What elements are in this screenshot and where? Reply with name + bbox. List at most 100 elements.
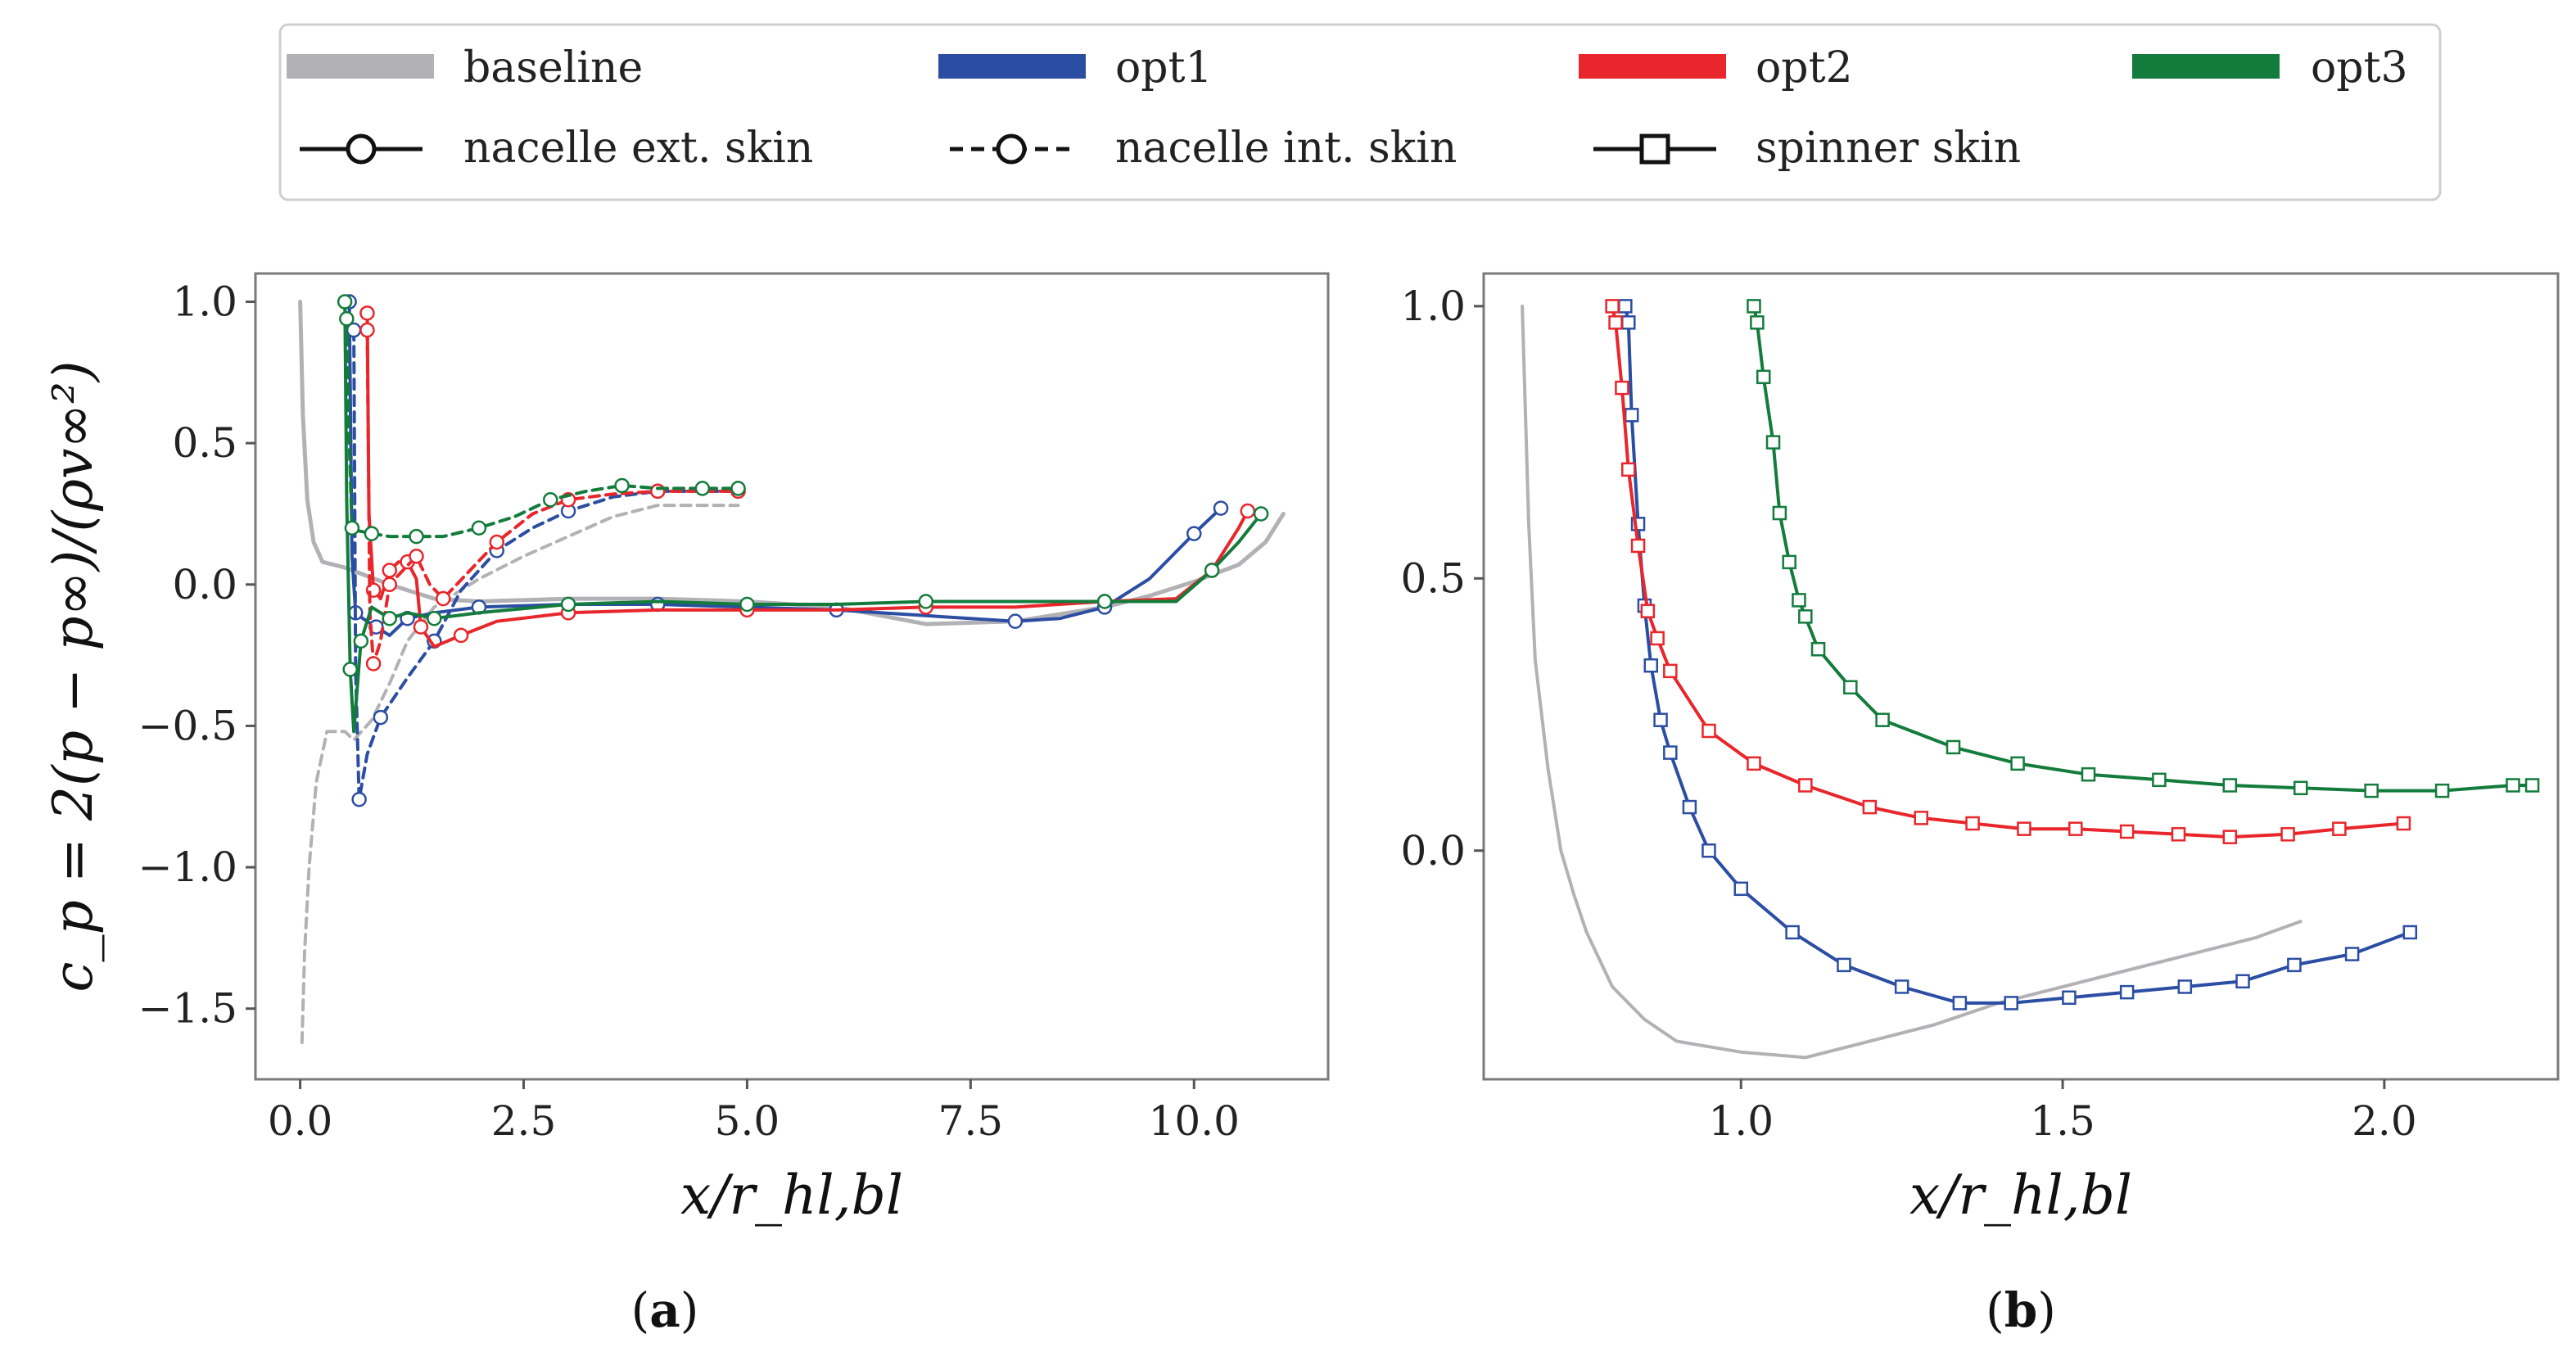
data-point xyxy=(1946,739,1961,755)
panel-a-ylabel: c_p = 2(p − p∞)/(ρv∞²) xyxy=(42,361,105,992)
data-point xyxy=(2177,979,2193,994)
data-point xyxy=(2010,756,2025,771)
data-point xyxy=(2081,766,2096,782)
y-tick-label: −1.0 xyxy=(138,843,237,891)
series-line-a-5 xyxy=(365,328,740,666)
data-point xyxy=(453,627,469,644)
data-point xyxy=(382,610,397,626)
legend-label-opt2: opt2 xyxy=(1756,43,1853,93)
data-point xyxy=(1621,315,1636,330)
data-point xyxy=(1792,593,1806,608)
data-point xyxy=(1186,526,1202,541)
data-point xyxy=(1952,996,1968,1011)
legend-label-baseline: baseline xyxy=(463,43,643,93)
y-tick-label: −0.5 xyxy=(138,702,237,749)
data-point xyxy=(1914,811,1928,825)
data-point xyxy=(1843,680,1858,695)
y-tick-label: 1.0 xyxy=(172,278,237,326)
x-tick-label: 0.0 xyxy=(268,1097,333,1145)
data-point xyxy=(1605,299,1620,314)
data-point xyxy=(1653,712,1668,727)
data-point xyxy=(694,481,711,496)
series-line-b-0 xyxy=(1521,304,2303,1060)
data-point xyxy=(1621,462,1636,477)
data-point xyxy=(1747,299,1761,314)
data-point xyxy=(1618,299,1633,314)
data-point xyxy=(436,590,451,607)
legend-label-opt3: opt3 xyxy=(2311,43,2408,93)
data-point xyxy=(344,520,360,536)
legend-swatch-baseline xyxy=(287,54,434,79)
data-point xyxy=(2364,783,2379,798)
panel-a-xlabel: x/r_hl,bl xyxy=(680,1164,903,1227)
data-point xyxy=(1608,315,1623,330)
data-point xyxy=(382,563,397,578)
legend: baseline opt1 opt2 opt3 nacelle ext. ski… xyxy=(278,23,2442,201)
data-point xyxy=(2524,778,2540,793)
data-point xyxy=(2222,778,2238,793)
data-point xyxy=(1875,712,1890,727)
x-tick-label: 1.5 xyxy=(2030,1097,2095,1145)
data-point xyxy=(409,549,424,564)
legend-frame xyxy=(278,23,2442,201)
data-point xyxy=(1213,500,1229,516)
data-point xyxy=(1785,925,1800,940)
data-point xyxy=(1663,663,1678,679)
data-point xyxy=(2287,957,2302,973)
data-point xyxy=(359,305,375,321)
series-line-a-2 xyxy=(347,300,1222,637)
y-tick-label: 0.5 xyxy=(172,419,237,467)
data-point xyxy=(1965,816,1980,831)
data-point xyxy=(1007,613,1024,629)
data-point xyxy=(1733,881,1749,897)
y-tick-label: 0.5 xyxy=(1400,554,1466,602)
data-point xyxy=(2068,821,2083,836)
data-point xyxy=(1253,506,1269,522)
y-tick-label: −1.5 xyxy=(138,985,237,1033)
data-point xyxy=(543,491,558,508)
data-point xyxy=(339,310,355,327)
legend-label-int-skin: nacelle int. skin xyxy=(1115,124,1457,173)
panel-a-series xyxy=(298,294,1286,1045)
data-point xyxy=(2293,780,2308,796)
data-point xyxy=(427,610,442,626)
x-tick-label: 5.0 xyxy=(715,1097,780,1145)
legend-marker-ext-skin xyxy=(300,133,423,165)
x-tick-label: 2.5 xyxy=(491,1097,557,1145)
data-point xyxy=(359,322,375,338)
series-line-a-4 xyxy=(365,311,1250,649)
data-point xyxy=(614,477,630,494)
series-line-b-2 xyxy=(1611,304,2406,839)
data-point xyxy=(2119,824,2135,839)
data-point xyxy=(1765,435,1781,450)
legend-label-opt1: opt1 xyxy=(1115,43,1213,93)
data-point xyxy=(918,594,933,609)
data-point xyxy=(1756,369,1771,385)
data-point xyxy=(739,596,755,613)
legend-swatch-opt1 xyxy=(938,54,1086,79)
data-point xyxy=(1798,778,1813,793)
series-line-a-0 xyxy=(298,300,1286,626)
legend-swatch-opt2 xyxy=(1579,54,1726,79)
data-point xyxy=(2344,947,2360,961)
data-point xyxy=(1640,604,1656,618)
data-point xyxy=(2152,772,2167,788)
data-point xyxy=(560,596,576,613)
panel-a: 0.0 2.5 5.0 7.5 10.0 1.0 0.5 0.0 −0.5 −1.0 −1.5 c_… xyxy=(42,272,1330,1338)
x-tick-label: 1.0 xyxy=(1708,1097,1774,1145)
data-point xyxy=(2434,783,2450,798)
data-point xyxy=(342,662,358,677)
data-point xyxy=(1624,408,1639,423)
data-point xyxy=(1096,594,1113,609)
legend-swatch-opt3 xyxy=(2132,54,2280,79)
data-point xyxy=(1702,843,1716,858)
legend-label-spinner-skin: spinner skin xyxy=(1756,124,2021,173)
data-point xyxy=(1894,979,1909,994)
data-point xyxy=(351,791,367,807)
data-point xyxy=(2004,996,2018,1011)
data-point xyxy=(1630,538,1646,554)
x-tick-label: 2.0 xyxy=(2352,1097,2417,1145)
data-point xyxy=(2332,821,2347,836)
data-point xyxy=(353,633,369,649)
